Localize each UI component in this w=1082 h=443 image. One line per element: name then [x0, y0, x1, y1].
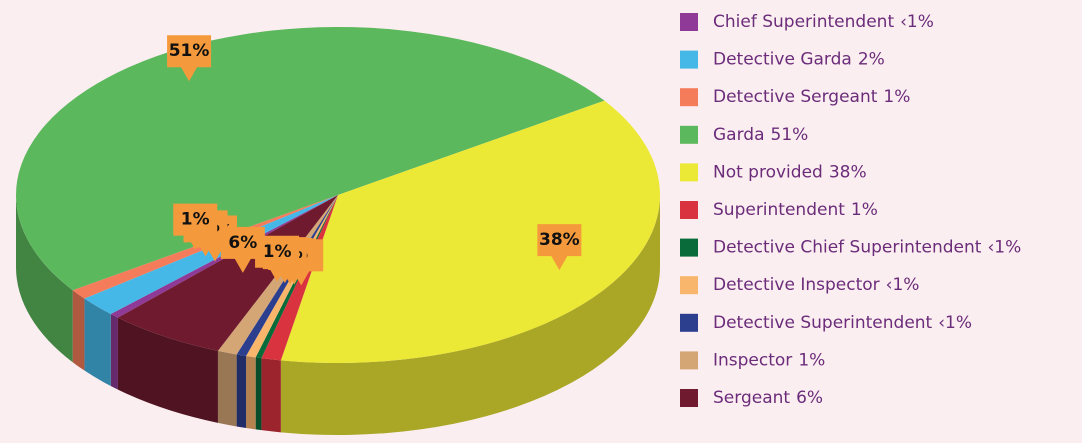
pie-slice [280, 100, 661, 364]
legend-label: Detective Sergeant 1% [713, 87, 910, 107]
pie-tops [16, 27, 661, 364]
pie-side [246, 356, 256, 430]
data-label: 1% [181, 210, 210, 230]
pie-side [117, 317, 218, 423]
legend-swatch [680, 125, 698, 144]
pie-side [236, 354, 247, 429]
callout: 38% [537, 224, 582, 271]
legend-name: Chief Superintendent [713, 12, 894, 32]
callout: 1% [173, 203, 218, 250]
legend-value: 38% [829, 162, 867, 182]
legend-label: Chief Superintendent ‹1% [713, 12, 934, 32]
callout-flag [537, 224, 582, 271]
legend-swatch [680, 163, 698, 182]
legend-value: ‹1% [987, 238, 1021, 258]
data-label: 38% [539, 230, 580, 250]
data-label: 51% [169, 41, 210, 61]
callout-flag [173, 203, 218, 250]
legend-label: Not provided 38% [713, 162, 867, 182]
legend-value: ‹1% [938, 313, 972, 333]
callout: 6% [220, 226, 265, 273]
legend-swatch [680, 50, 698, 69]
legend-label: Detective Superintendent ‹1% [713, 313, 972, 333]
legend-label: Garda 51% [713, 125, 808, 145]
legend-value: 1% [851, 200, 878, 220]
callout-flag [167, 35, 212, 82]
legend-value: ‹1% [886, 275, 920, 295]
callout-flag [220, 226, 265, 273]
legend-name: Not provided [713, 162, 823, 182]
pie-slice [16, 27, 605, 291]
legend: Chief Superintendent ‹1% Detective Garda 2%… [680, 12, 1021, 408]
callout: 1% [255, 235, 300, 282]
legend-name: Inspector [713, 350, 792, 370]
legend-label: Detective Garda 2% [713, 50, 885, 70]
legend-name: Detective Sergeant [713, 87, 878, 107]
legend-value: ‹1% [900, 12, 934, 32]
callout-flag [255, 235, 300, 282]
legend-name: Detective Garda [713, 50, 852, 70]
pie-slice [117, 195, 338, 351]
legend-label: Inspector 1% [713, 350, 825, 370]
legend-label: Detective Chief Superintendent ‹1% [713, 238, 1021, 258]
legend-name: Detective Chief Superintendent [713, 238, 982, 258]
legend-name: Detective Inspector [713, 275, 880, 295]
legend-name: Sergeant [713, 388, 790, 408]
data-label: 1% [263, 242, 292, 262]
pie-side [84, 298, 111, 387]
legend-name: Superintendent [713, 200, 845, 220]
legend-swatch [680, 313, 698, 332]
pie-side [217, 350, 237, 427]
pie-side [261, 358, 281, 433]
legend-value: 6% [796, 388, 823, 408]
pie-side [16, 195, 73, 363]
legend-name: Garda [713, 125, 765, 145]
pie-side [280, 195, 660, 435]
legend-swatch [680, 13, 698, 31]
data-label: 6% [228, 233, 257, 253]
legend-label: Superintendent 1% [713, 200, 878, 220]
legend-swatch [680, 351, 698, 370]
legend-name: Detective Superintendent [713, 313, 933, 333]
pie-side [255, 357, 262, 431]
legend-label: Detective Inspector ‹1% [713, 275, 919, 295]
pie-side [110, 314, 118, 390]
legend-swatch [680, 276, 698, 295]
legend-swatch [680, 389, 698, 407]
legend-value: 2% [858, 50, 885, 70]
callout: 51% [167, 35, 212, 82]
legend-swatch [680, 201, 698, 219]
data-labels: ‹1%2%1%51%38%1%‹1%‹1%‹1%1%6% [167, 35, 582, 286]
pie-side [72, 290, 85, 371]
legend-value: 1% [798, 350, 825, 370]
pie-sides [16, 195, 660, 435]
legend-label: Sergeant 6% [713, 388, 823, 408]
legend-value: 1% [883, 87, 910, 107]
legend-value: 51% [771, 125, 809, 145]
legend-swatch [680, 238, 698, 257]
legend-swatch [680, 88, 698, 107]
